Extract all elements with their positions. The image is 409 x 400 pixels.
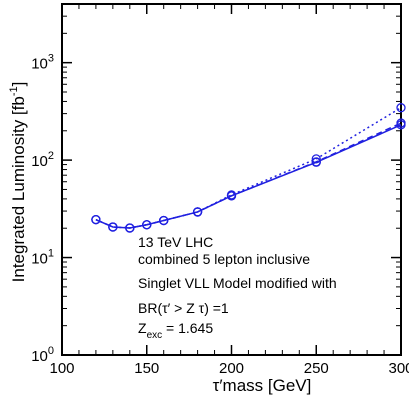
annotation-model: Singlet VLL Model modified with bbox=[138, 275, 337, 291]
series-layer bbox=[91, 103, 406, 233]
series-line-dotted bbox=[95, 107, 402, 229]
plot-frame bbox=[61, 3, 402, 356]
annotation-channel: combined 5 lepton inclusive bbox=[138, 251, 310, 267]
y-axis-title: Integrated Luminosity [fb-1] bbox=[8, 82, 28, 283]
y-tick-label-exp: 0 bbox=[48, 345, 54, 357]
y-tick-label-exp: 1 bbox=[48, 248, 54, 260]
series-marker-dotted bbox=[226, 190, 237, 200]
y-axis-title-close: ] bbox=[9, 82, 28, 87]
x-axis-title: τ′mass [GeV] bbox=[213, 376, 312, 395]
plot-border bbox=[61, 3, 402, 356]
x-tick-label: 150 bbox=[134, 360, 159, 377]
x-tick-label: 250 bbox=[304, 360, 329, 377]
y-tick-label-base: 10 bbox=[31, 153, 48, 170]
y-axis-title-main: Integrated Luminosity [fb bbox=[9, 96, 28, 282]
series-marker-dotted bbox=[142, 220, 152, 230]
series-line-dashed bbox=[95, 122, 402, 229]
x-axis-ticks: 100 150 200 250 300 bbox=[49, 4, 409, 377]
y-tick-label-base: 10 bbox=[31, 348, 48, 365]
series-marker-dotted bbox=[91, 214, 101, 225]
y-tick-label-base: 10 bbox=[31, 56, 48, 73]
y-tick-label-base: 10 bbox=[31, 251, 48, 268]
x-tick-label: 200 bbox=[219, 360, 244, 377]
y-tick-label-exp: 3 bbox=[48, 53, 54, 65]
series-marker-dotted bbox=[396, 103, 406, 113]
y-tick-label: 102 bbox=[31, 150, 54, 170]
series-marker-dotted bbox=[125, 223, 135, 233]
series-marker-dotted bbox=[311, 154, 321, 164]
x-tick-label: 100 bbox=[49, 360, 74, 377]
annotation-block: 13 TeV LHC combined 5 lepton inclusive S… bbox=[138, 234, 337, 341]
series-marker-dotted bbox=[192, 207, 203, 217]
series-marker-dotted bbox=[159, 215, 169, 226]
x-tick-label: 300 bbox=[388, 360, 409, 377]
y-tick-label: 101 bbox=[31, 248, 54, 268]
annotation-branching-ratio: BR(τ′ > Z τ) =1 bbox=[138, 300, 229, 316]
y-axis-title-sup: -1 bbox=[8, 86, 20, 96]
annotation-significance-main: Z bbox=[138, 320, 147, 336]
series-line-solid bbox=[95, 124, 402, 229]
y-tick-label-exp: 2 bbox=[48, 150, 54, 162]
annotation-significance-rest: = 1.645 bbox=[162, 320, 213, 336]
annotation-significance-sub: exc bbox=[147, 330, 163, 341]
annotation-energy: 13 TeV LHC bbox=[138, 234, 213, 250]
annotation-significance: Zexc = 1.645 bbox=[138, 320, 213, 341]
series-marker-dashed bbox=[311, 157, 321, 167]
series-marker-dashed bbox=[396, 118, 406, 128]
y-tick-label: 100 bbox=[31, 345, 54, 365]
y-tick-label: 103 bbox=[31, 53, 54, 73]
series-marker-dotted bbox=[108, 222, 118, 232]
